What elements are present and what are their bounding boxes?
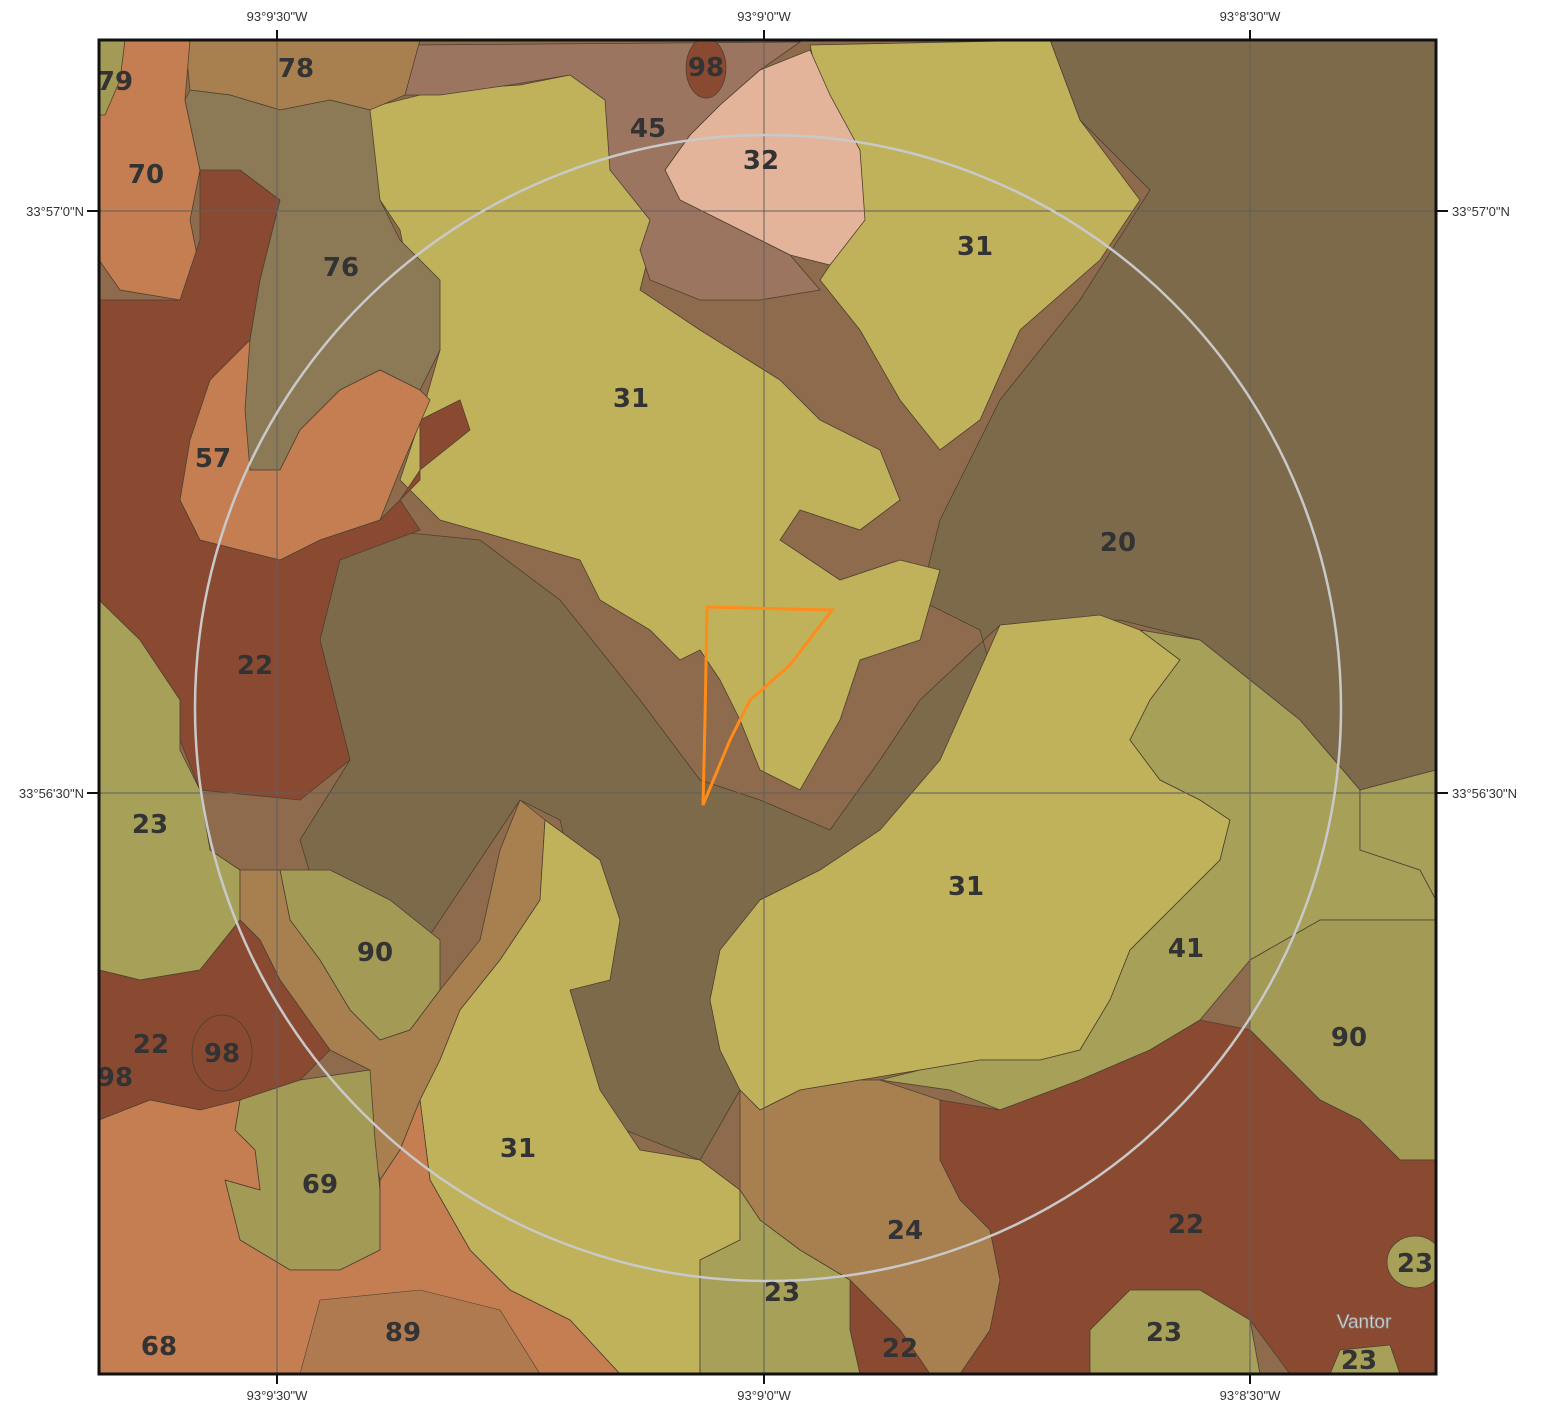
unit-label: 20 [1100,528,1136,558]
soil-polygon-98-southwest [191,1014,253,1092]
unit-label: 68 [141,1332,177,1362]
unit-label: 98 [97,1063,133,1093]
map-frame-content: 79 78 98 45 32 70 31 76 31 57 20 22 31 2… [97,40,1436,1376]
map-frame-border [97,38,1438,1376]
unit-label: 45 [630,114,666,144]
unit-label: 23 [1397,1249,1433,1279]
unit-label: 24 [887,1216,923,1246]
soil-polygon-45 [404,41,821,301]
unit-label: 98 [204,1039,240,1069]
soil-polygon-23-far-east [1386,1235,1436,1289]
unit-label: 57 [195,444,231,474]
soil-polygon-98-north [685,40,727,99]
unit-label: 98 [688,53,724,83]
latitude-label-left: 33°57'0"N [26,204,84,219]
soil-polygon-68 [99,1099,621,1374]
graticule [99,40,1436,1374]
latitude-label-right: 33°57'0"N [1452,204,1510,219]
soil-polygon-79 [99,40,126,116]
unit-label: 41 [1168,934,1204,964]
unit-label: 31 [500,1134,536,1164]
soil-polygon-23-east-small [1359,769,1436,901]
unit-label: 23 [132,810,168,840]
soil-polygon-89 [299,1289,541,1374]
unit-label: 90 [357,938,393,968]
unit-label: 31 [948,872,984,902]
unit-label: 78 [278,54,314,84]
soil-polygon-57 [179,338,431,561]
latitude-label-right: 33°56'30"N [1452,786,1517,801]
unit-label: 89 [385,1318,421,1348]
buffer-circle [193,133,1343,1283]
unit-label: 32 [743,146,779,176]
site-boundary [701,605,835,806]
unit-label: 22 [1168,1210,1204,1240]
unit-label: 70 [128,160,164,190]
unit-label: 76 [323,253,359,283]
imagery-watermark: Vantor [1337,1312,1392,1333]
longitude-label-bottom: 93°9'30"W [247,1388,308,1403]
unit-label: 23 [1146,1318,1182,1348]
unit-label: 22 [237,651,273,681]
longitude-label-top: 93°8'30"W [1220,9,1281,24]
unit-label: 31 [957,232,993,262]
longitude-label-bottom: 93°9'0"W [737,1388,791,1403]
unit-label: 23 [764,1278,800,1308]
unit-label: 31 [613,384,649,414]
soil-polygon-70 [99,40,201,301]
unit-label: 90 [1331,1023,1367,1053]
unit-label: 79 [97,67,133,97]
soil-unit-labels: 79 78 98 45 32 70 31 76 31 57 20 22 31 2… [97,53,1433,1376]
unit-label: 22 [882,1334,918,1364]
unit-label: 23 [1341,1346,1377,1376]
longitude-label-bottom: 93°8'30"W [1220,1388,1281,1403]
soil-polygon-23-corner [1329,1344,1401,1374]
latitude-label-left: 33°56'30"N [19,786,84,801]
longitude-label-top: 93°9'30"W [247,9,308,24]
unit-label: 22 [133,1030,169,1060]
longitude-label-top: 93°9'0"W [737,9,791,24]
unit-label: 69 [302,1170,338,1200]
graticule-ticks [87,30,1448,1384]
